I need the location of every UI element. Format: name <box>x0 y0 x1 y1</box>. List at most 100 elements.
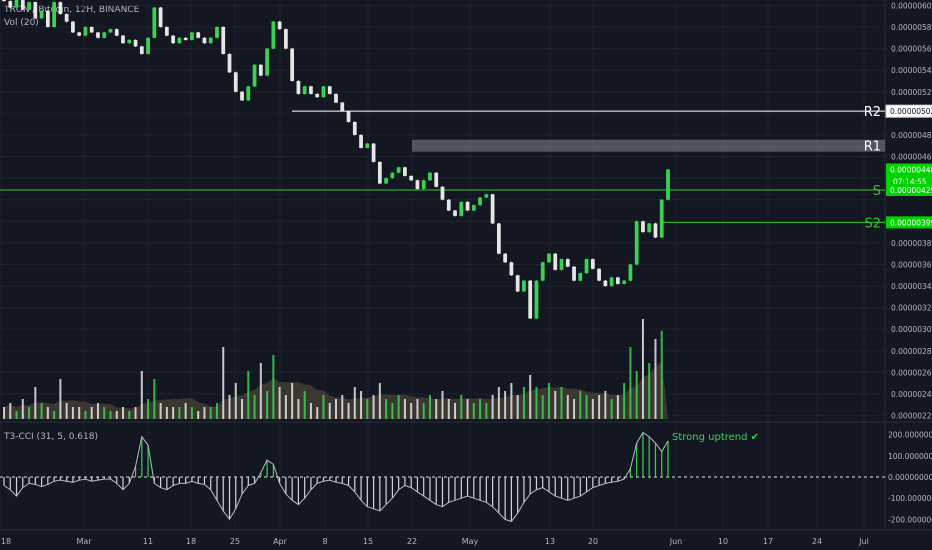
volume-bar <box>165 407 168 419</box>
price-axis-label: 0.00000320 <box>891 304 932 313</box>
volume-bar <box>385 399 388 419</box>
candle-body <box>403 167 407 176</box>
candle-body <box>584 259 589 274</box>
candle-body <box>102 32 107 38</box>
candle-body <box>559 259 564 270</box>
candle-body <box>465 201 470 211</box>
volume-bar <box>241 399 244 419</box>
volume-indicator-label[interactable]: Vol (20) <box>4 18 39 28</box>
volume-bar <box>3 407 5 419</box>
volume-bar <box>284 395 287 419</box>
volume-bar <box>53 411 56 419</box>
volume-bar <box>71 407 74 419</box>
cci-indicator-label[interactable]: T3-CCI (31, 5, 0.618) <box>4 432 98 442</box>
volume-bar <box>466 399 469 419</box>
level-label-s2: S2 <box>864 216 881 231</box>
candle-body <box>446 199 451 211</box>
candle-body <box>33 2 38 19</box>
price-axis-label: 0.00000540 <box>891 66 932 75</box>
volume-bar <box>34 387 37 419</box>
candle-body <box>459 201 464 216</box>
time-axis-label: 18 <box>1 537 11 546</box>
volume-bar <box>9 403 12 419</box>
volume-bar <box>272 355 275 419</box>
volume-bar <box>172 407 175 419</box>
candle-body <box>139 46 144 54</box>
volume-bar <box>422 403 425 419</box>
volume-bar <box>598 395 601 419</box>
cci-line <box>3 431 669 523</box>
volume-bar <box>278 387 281 419</box>
candle-body <box>164 26 169 36</box>
candle-body <box>71 21 75 33</box>
candle-body <box>365 143 370 148</box>
price-axis-label: 0.00000240 <box>891 390 932 399</box>
time-axis-label: 20 <box>588 537 598 546</box>
candle-body <box>20 0 25 10</box>
candle-body <box>603 280 608 287</box>
candle-body <box>565 259 570 267</box>
candle-body <box>359 134 363 148</box>
volume-bar <box>335 399 337 419</box>
volume-bar <box>341 395 344 419</box>
volume-bar <box>115 411 118 419</box>
current-price-badge-bg <box>886 163 932 176</box>
volume-bar <box>410 403 413 419</box>
volume-bar <box>541 395 544 419</box>
volume-bar <box>566 395 569 419</box>
strong-uptrend-annotation: Strong uptrend ✔ <box>672 432 759 443</box>
time-axis-label: 22 <box>407 537 417 546</box>
time-axis-label: 17 <box>763 537 773 546</box>
volume-bar <box>209 407 212 419</box>
volume-bar <box>428 395 431 419</box>
volume-bar <box>222 347 225 419</box>
volume-bar <box>391 403 394 419</box>
candle-body <box>2 0 6 2</box>
candle-body <box>171 35 176 44</box>
volume-bar <box>648 363 651 419</box>
candle-body <box>440 186 445 200</box>
candle-body <box>340 102 345 112</box>
volume-bar <box>610 399 613 419</box>
volume-bar <box>228 395 231 419</box>
volume-bar <box>322 395 325 419</box>
volume-bar <box>485 403 488 419</box>
current-price-badge: 0.00000448 <box>890 165 932 174</box>
volume-bar <box>441 391 444 419</box>
volume-bar <box>378 383 381 419</box>
candle-body <box>597 268 601 281</box>
candle-body <box>27 2 31 10</box>
volume-bar <box>547 383 550 419</box>
volume-bar <box>122 407 125 419</box>
volume-bar <box>78 407 81 419</box>
candle-body <box>52 2 56 27</box>
volume-bar <box>40 403 43 419</box>
volume-bar <box>147 399 150 419</box>
volume-bar <box>504 391 507 419</box>
candle-body <box>453 210 457 216</box>
volume-bar <box>616 395 619 419</box>
cci-axis-label: -100.00000000 <box>888 494 932 503</box>
s-price-badge: 0.00000429 <box>890 186 932 195</box>
candle-body <box>609 277 614 287</box>
candle-body <box>421 180 426 189</box>
time-axis-label: 24 <box>812 537 822 546</box>
candle-body <box>277 21 282 30</box>
volume-bar <box>153 379 156 419</box>
s2-price-badge-bg <box>886 216 932 229</box>
price-axis-label: 0.00000260 <box>891 368 932 377</box>
volume-bar <box>447 399 450 419</box>
chart-symbol-label[interactable]: TRON / Bitcoin, 12H, BINANCE <box>4 5 140 15</box>
candle-body <box>666 169 670 200</box>
volume-bar <box>15 411 18 419</box>
volume-bar <box>316 407 319 419</box>
candle-body <box>77 32 82 36</box>
volume-bar <box>491 395 494 419</box>
volume-bar <box>96 403 99 419</box>
candle-body <box>384 178 388 184</box>
candle-body <box>346 111 351 122</box>
volume-bar <box>184 403 187 419</box>
level-label-r2: R2 <box>864 105 881 120</box>
candle-body <box>321 86 326 98</box>
